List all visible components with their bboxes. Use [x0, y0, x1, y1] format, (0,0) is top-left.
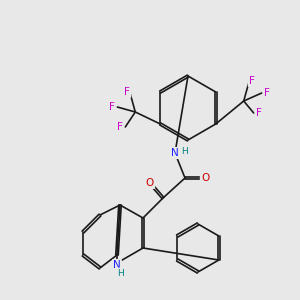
- Text: F: F: [249, 76, 255, 86]
- Text: H: H: [182, 148, 188, 157]
- Text: N: N: [113, 260, 121, 270]
- Text: F: F: [124, 87, 130, 97]
- Text: F: F: [117, 122, 123, 132]
- Text: F: F: [264, 88, 270, 98]
- Text: N: N: [171, 148, 179, 158]
- Text: O: O: [201, 173, 209, 183]
- Text: F: F: [256, 108, 262, 118]
- Text: O: O: [146, 178, 154, 188]
- Text: F: F: [109, 102, 115, 112]
- Text: H: H: [117, 268, 123, 278]
